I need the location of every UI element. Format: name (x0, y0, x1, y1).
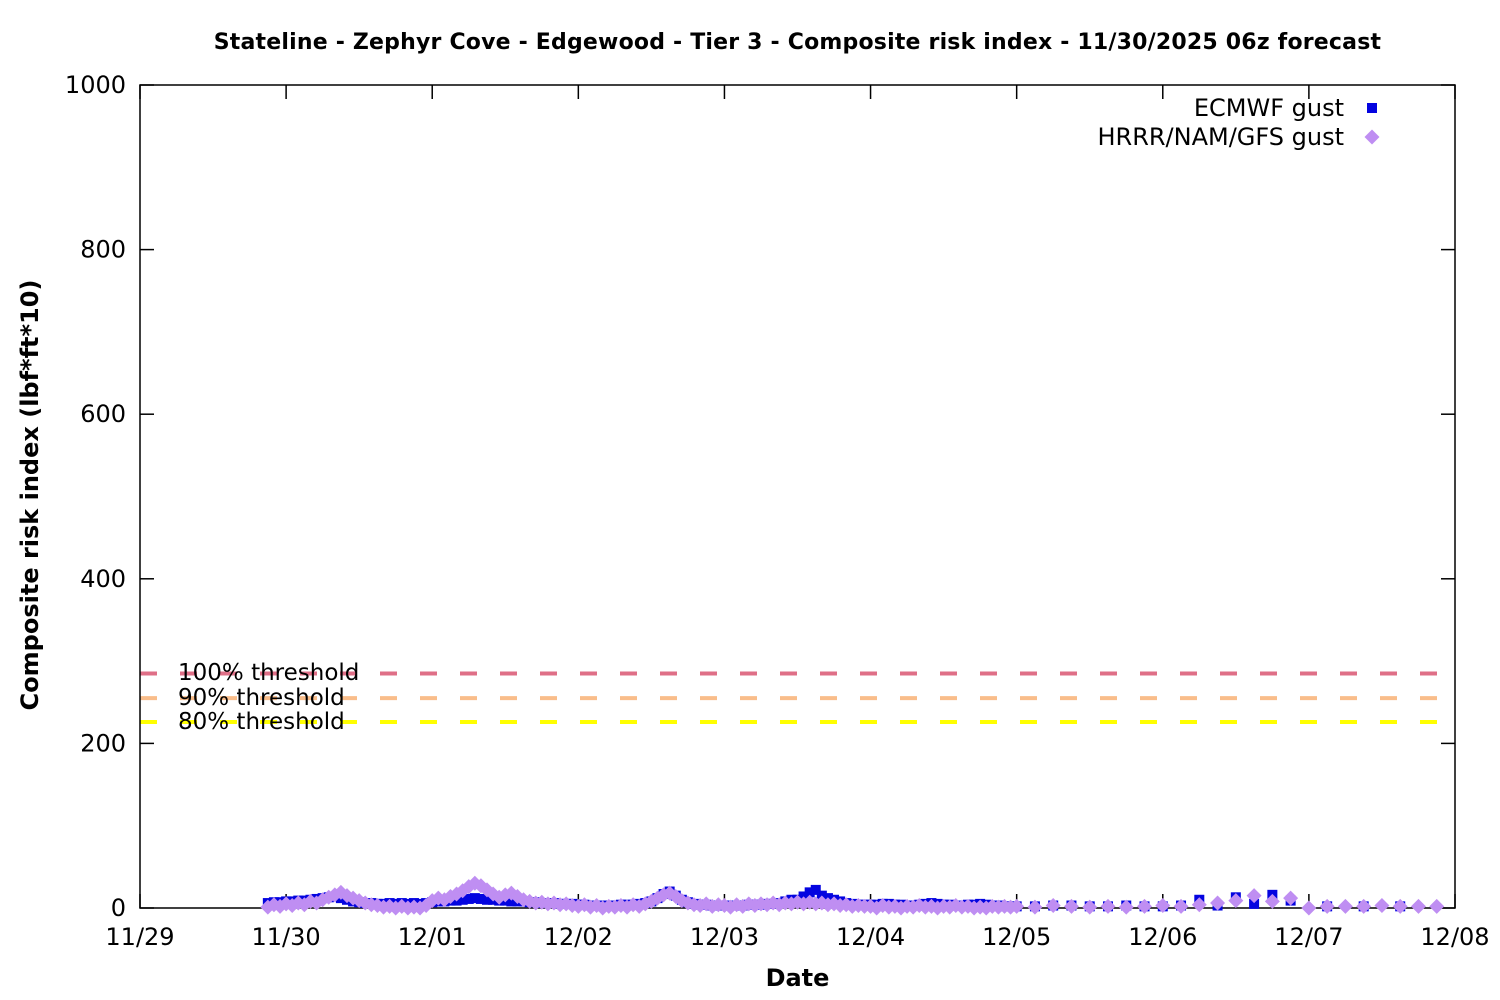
data-point-1 (1155, 898, 1171, 914)
data-point-0 (810, 884, 821, 895)
legend-label-hrrr-nam-gfs: HRRR/NAM/GFS gust (1097, 123, 1344, 151)
x-tick-label: 11/29 (105, 923, 174, 951)
x-axis-label: Date (765, 964, 830, 992)
data-point-1 (1210, 895, 1226, 911)
x-tick-label: 12/05 (982, 923, 1051, 951)
x-tick-label: 12/02 (544, 923, 613, 951)
data-point-0 (1249, 898, 1260, 909)
y-tick-label: 600 (80, 400, 126, 428)
x-tick-label: 12/04 (836, 923, 905, 951)
data-point-1 (1100, 898, 1116, 914)
data-point-1 (1337, 898, 1353, 914)
y-tick-label: 400 (80, 565, 126, 593)
data-point-1 (1027, 899, 1043, 915)
data-point-1 (1228, 893, 1244, 909)
data-point-1 (1063, 898, 1079, 914)
y-tick-label: 200 (80, 729, 126, 757)
x-tick-label: 11/30 (252, 923, 321, 951)
legend-label-ecmwf: ECMWF gust (1193, 94, 1344, 122)
data-point-0 (804, 887, 815, 898)
data-point-0 (463, 893, 474, 904)
data-point-0 (457, 894, 468, 905)
data-point-0 (506, 896, 517, 907)
data-point-1 (1045, 898, 1061, 914)
data-point-1 (1283, 890, 1299, 906)
legend-item-hrrr-nam-gfs: HRRR/NAM/GFS gust (1097, 124, 1400, 150)
data-point-1 (1319, 898, 1335, 914)
data-point-1 (1264, 893, 1280, 909)
x-tick-label: 12/08 (1420, 923, 1489, 951)
data-point-1 (1009, 898, 1025, 914)
chart-title: Stateline - Zephyr Cove - Edgewood - Tie… (213, 30, 1382, 55)
data-point-1 (1392, 898, 1408, 914)
data-point-1 (1082, 899, 1098, 915)
legend-diamond-icon (1344, 127, 1400, 147)
data-point-1 (1137, 898, 1153, 914)
data-point-1 (1356, 898, 1372, 914)
threshold-label-100: 100% threshold (178, 660, 360, 687)
x-tick-label: 12/01 (398, 923, 467, 951)
data-point-1 (1429, 898, 1445, 914)
legend: ECMWF gust HRRR/NAM/GFS gust (1097, 95, 1400, 150)
data-point-0 (475, 893, 486, 904)
data-point-1 (1118, 899, 1134, 915)
y-tick-label: 800 (80, 236, 126, 264)
data-point-1 (1410, 898, 1426, 914)
threshold-label-90: 90% threshold (178, 685, 345, 712)
plot-border (139, 84, 1456, 909)
x-tick-label: 12/06 (1128, 923, 1197, 951)
x-tick-label: 12/03 (690, 923, 759, 951)
data-point-0 (469, 893, 480, 904)
data-point-1 (1246, 888, 1262, 904)
data-point-1 (1173, 898, 1189, 914)
data-point-1 (1191, 897, 1207, 913)
data-point-1 (1374, 898, 1390, 914)
y-tick-label: 1000 (65, 71, 126, 99)
y-axis-label: Composite risk index (lbf*ft*10) (16, 279, 44, 711)
legend-square-icon (1344, 98, 1400, 118)
data-point-0 (482, 894, 493, 905)
y-tick-label: 0 (111, 894, 126, 922)
data-point-1 (1301, 900, 1317, 916)
threshold-label-80: 80% threshold (178, 709, 345, 735)
legend-item-ecmwf: ECMWF gust (1194, 95, 1400, 121)
x-tick-label: 12/07 (1274, 923, 1343, 951)
